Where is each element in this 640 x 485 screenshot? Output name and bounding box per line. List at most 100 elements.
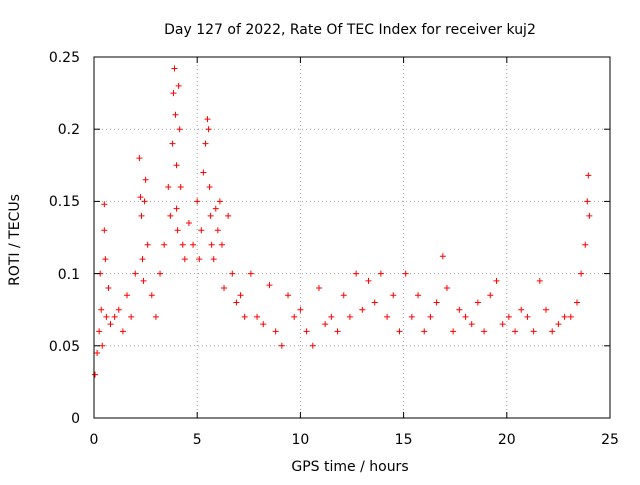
data-point [165,183,172,190]
data-point [450,328,457,335]
data-point [167,212,174,219]
data-point [175,82,182,89]
data-point [427,313,434,320]
y-tick-label: 0 [71,411,80,427]
data-point [137,194,144,201]
data-point [536,277,543,284]
data-point [272,328,279,335]
data-point [176,126,183,133]
data-point [371,299,378,306]
y-axis-label: ROTI / TECUs [7,194,23,286]
data-point [474,299,481,306]
data-point [328,313,335,320]
data-point [115,306,122,313]
x-tick-label: 0 [90,432,99,448]
data-point [102,256,109,263]
data-point [573,299,580,306]
data-point [567,313,574,320]
data-point [190,241,197,248]
data-point [309,342,316,349]
data-point [170,90,177,97]
data-point [174,227,181,234]
data-point [468,321,475,328]
data-point [390,292,397,299]
data-point [216,198,223,205]
data-point [194,198,201,205]
data-point [99,342,106,349]
data-point [152,313,159,320]
data-point [241,313,248,320]
x-tick-label: 20 [498,432,516,448]
data-point [359,306,366,313]
data-point [173,162,180,169]
data-point [346,313,353,320]
data-point [205,126,212,133]
data-point [278,342,285,349]
data-point [128,313,135,320]
data-point [487,292,494,299]
data-point [218,241,225,248]
data-point [124,292,131,299]
y-tick-label: 0.1 [58,267,80,283]
data-point [198,227,205,234]
data-point [462,313,469,320]
data-point [200,169,207,176]
data-point [136,155,143,162]
data-point [353,270,360,277]
data-point [260,321,267,328]
y-tick-label: 0.05 [49,339,80,355]
data-point [586,212,593,219]
data-point [285,292,292,299]
data-point [578,270,585,277]
data-point [233,299,240,306]
data-point [172,111,179,118]
data-point [171,65,178,72]
data-point [585,172,592,179]
data-point [493,277,500,284]
data-point [229,270,236,277]
data-point [210,256,217,263]
data-point [212,205,219,212]
data-point [101,227,108,234]
data-point [549,328,556,335]
data-point [247,270,254,277]
data-point [181,256,188,263]
data-point [139,256,146,263]
data-point [140,277,147,284]
data-point [340,292,347,299]
data-point [221,285,228,292]
data-point [142,176,149,183]
data-point [384,313,391,320]
data-point [98,306,105,313]
data-point [119,328,126,335]
x-tick-label: 10 [291,432,309,448]
data-point [512,328,519,335]
data-point [396,328,403,335]
data-point [530,328,537,335]
data-point [214,227,221,234]
data-point [315,285,322,292]
data-point [365,277,372,284]
x-tick-labels: 0 5 10 15 20 25 [90,432,619,448]
data-point [185,220,192,227]
data-point [266,282,273,289]
data-point [582,241,589,248]
x-tick-label: 15 [395,432,413,448]
y-tick-labels: 0 0.05 0.1 0.15 0.2 0.25 [49,50,80,427]
y-tick-label: 0.25 [49,50,80,66]
plot-frame [93,56,611,419]
data-point [169,140,176,147]
data-point [322,321,329,328]
data-point [96,328,103,335]
data-point [481,328,488,335]
data-point [402,270,409,277]
x-tick-label: 5 [193,432,202,448]
data-point [421,328,428,335]
x-tick-label: 25 [601,432,619,448]
data-point [94,350,101,357]
data-point [148,292,155,299]
data-point [291,313,298,320]
